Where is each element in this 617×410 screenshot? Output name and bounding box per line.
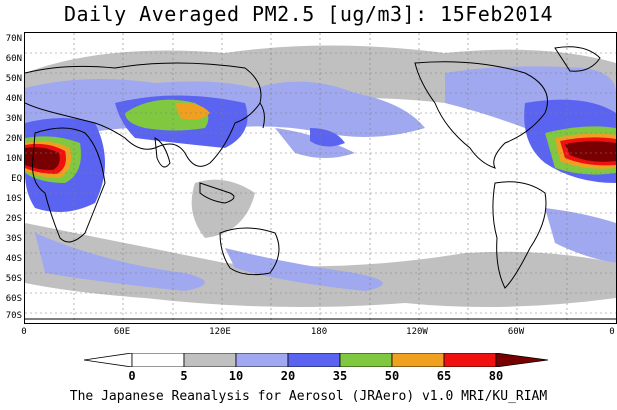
- map-title: Daily Averaged PM2.5 [ug/m3]: 15Feb2014: [63, 2, 554, 26]
- lon-label: 60W: [507, 327, 525, 337]
- lon-label: 0: [609, 327, 615, 337]
- footer-credit: The Japanese Reanalysis for Aerosol (JRA…: [69, 389, 548, 404]
- colorbar-tick-label: 20: [280, 369, 296, 383]
- colorbar-segment-0: [84, 353, 133, 367]
- lat-label: 10S: [5, 194, 22, 204]
- colorbar-segment-3: [235, 353, 289, 367]
- lon-label: 60E: [113, 327, 131, 337]
- colorbar: [84, 353, 549, 367]
- pm25-map: [24, 32, 617, 324]
- lat-label: 30N: [5, 114, 22, 124]
- lon-label: 0: [21, 327, 27, 337]
- pm25-map-canvas: [25, 33, 616, 323]
- colorbar-segment-1: [131, 353, 185, 367]
- lat-label: 70S: [5, 311, 22, 321]
- lat-label: 20N: [5, 134, 22, 144]
- coastlines: [25, 46, 616, 320]
- lat-label: 70N: [5, 34, 22, 44]
- colorbar-tick-label: 50: [384, 369, 400, 383]
- lat-label: 40S: [5, 254, 22, 264]
- lat-label: 10N: [5, 154, 22, 164]
- lat-label: 40N: [5, 94, 22, 104]
- colorbar-segment-7: [443, 353, 497, 367]
- colorbar-tick-label: 0: [128, 369, 136, 383]
- colorbar-segment-5: [339, 353, 393, 367]
- colorbar-tick-label: 65: [436, 369, 452, 383]
- colorbar-segment-6: [391, 353, 445, 367]
- lon-label: 120E: [209, 327, 231, 337]
- colorbar-segment-2: [183, 353, 237, 367]
- lat-label: 60N: [5, 54, 22, 64]
- lat-label: 50S: [5, 274, 22, 284]
- lat-label: EQ: [11, 174, 22, 184]
- colorbar-tick-label: 10: [228, 369, 244, 383]
- graticule: [25, 33, 616, 323]
- lon-label: 120W: [406, 327, 428, 337]
- colorbar-tick-label: 80: [488, 369, 504, 383]
- colorbar-segment-4: [287, 353, 341, 367]
- lat-label: 20S: [5, 214, 22, 224]
- colorbar-tick-label: 5: [180, 369, 188, 383]
- lon-label: 180: [310, 327, 328, 337]
- pm25-shading: [25, 45, 616, 307]
- colorbar-segment-8: [495, 353, 549, 367]
- colorbar-tick-label: 35: [332, 369, 348, 383]
- lat-label: 30S: [5, 234, 22, 244]
- lat-label: 50N: [5, 74, 22, 84]
- lat-label: 60S: [5, 294, 22, 304]
